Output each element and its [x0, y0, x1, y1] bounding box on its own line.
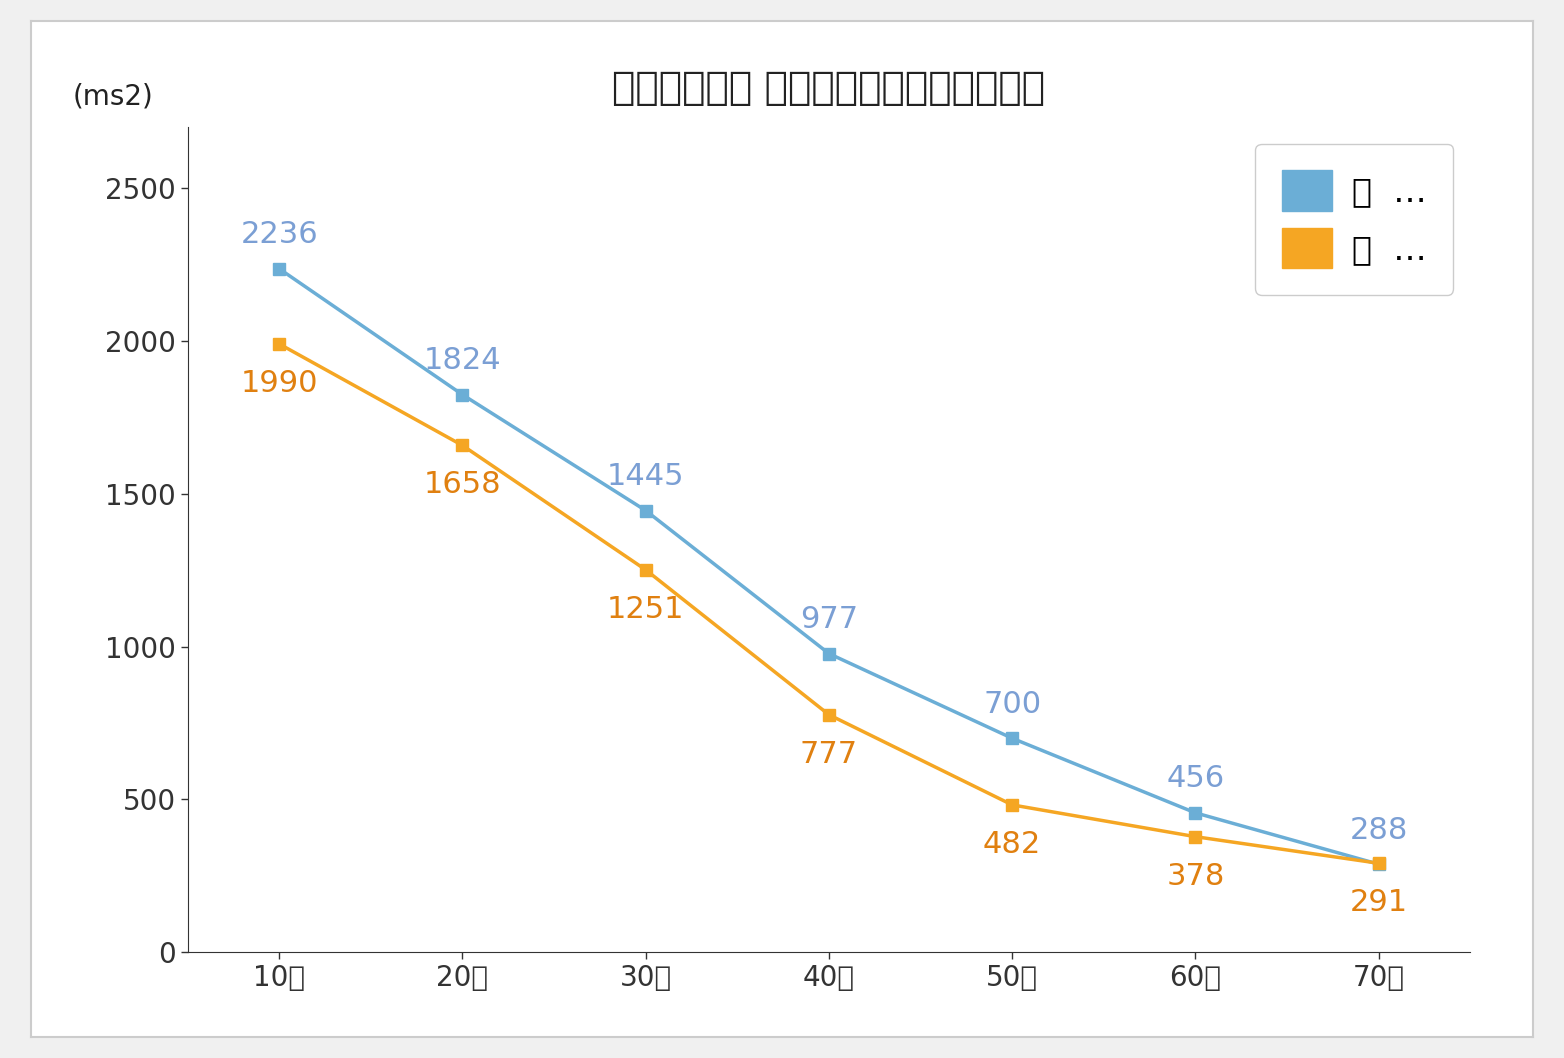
Text: 378: 378 [1167, 861, 1225, 891]
Text: 1445: 1445 [607, 462, 685, 491]
Text: (ms2): (ms2) [72, 83, 153, 110]
Title: 自律神経機能 トータルパワーの加齢推移: 自律神経機能 トータルパワーの加齢推移 [613, 69, 1045, 107]
Text: 777: 777 [799, 740, 859, 769]
Text: 1658: 1658 [424, 471, 502, 499]
Text: 288: 288 [1350, 816, 1408, 844]
Text: 2236: 2236 [241, 220, 317, 250]
Text: 700: 700 [984, 690, 1042, 718]
Text: 1990: 1990 [241, 369, 317, 398]
Text: 1251: 1251 [607, 595, 685, 624]
Text: 1824: 1824 [424, 346, 502, 376]
Text: 291: 291 [1350, 889, 1408, 917]
Text: 482: 482 [984, 829, 1042, 859]
Text: 456: 456 [1167, 764, 1225, 794]
Legend: 男  …, 女  …: 男 …, 女 … [1256, 144, 1453, 295]
Text: 977: 977 [799, 605, 859, 634]
